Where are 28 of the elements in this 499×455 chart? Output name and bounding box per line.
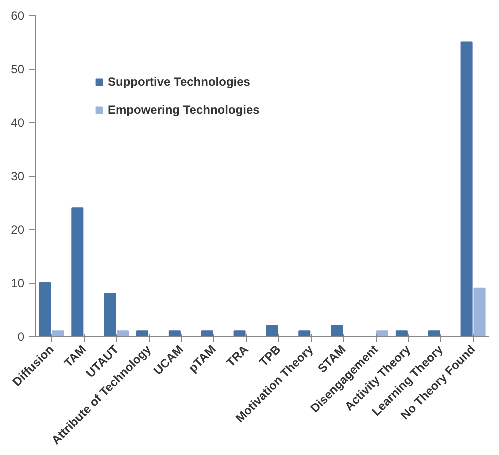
bar bbox=[376, 330, 388, 336]
y-tick-label: 40 bbox=[11, 116, 25, 130]
bar bbox=[104, 293, 116, 336]
bar bbox=[117, 330, 130, 336]
y-tick-label: 20 bbox=[11, 223, 25, 237]
x-tick-label: TRA bbox=[224, 342, 252, 370]
bar bbox=[168, 330, 181, 336]
y-tick-label: 60 bbox=[11, 9, 25, 23]
bar bbox=[266, 325, 278, 336]
legend-label: Supportive Technologies bbox=[108, 75, 250, 89]
bar bbox=[428, 330, 440, 336]
y-tick-label: 10 bbox=[11, 276, 25, 290]
bar bbox=[474, 288, 486, 336]
y-tick-label: 0 bbox=[18, 330, 25, 344]
bar bbox=[234, 330, 246, 336]
bar bbox=[331, 325, 344, 336]
bar bbox=[39, 282, 52, 336]
bar bbox=[460, 42, 473, 336]
bar bbox=[136, 330, 149, 336]
bar bbox=[72, 208, 84, 336]
bar bbox=[396, 330, 408, 336]
legend-label: Empowering Technologies bbox=[108, 103, 260, 117]
bar bbox=[201, 330, 214, 336]
bar bbox=[298, 330, 311, 336]
y-tick-label: 30 bbox=[11, 170, 25, 184]
bar bbox=[52, 330, 64, 336]
x-tick-label: TPB bbox=[256, 342, 284, 370]
y-tick-label: 50 bbox=[11, 62, 25, 76]
